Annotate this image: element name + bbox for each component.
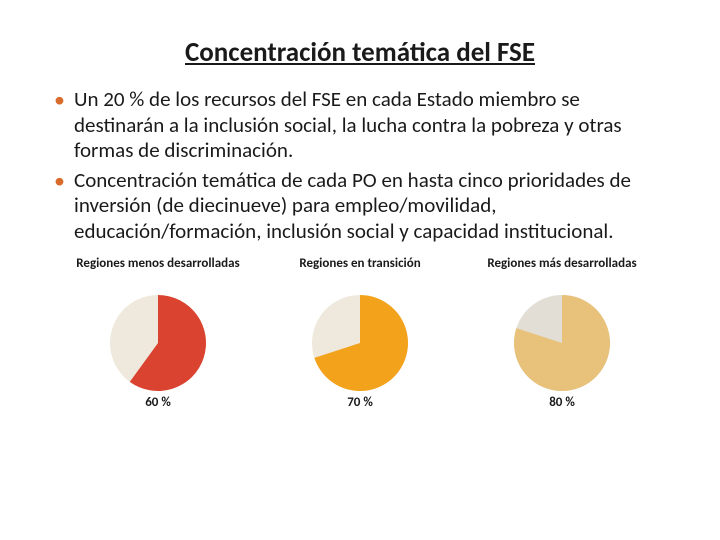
chart-block-less-developed: Regiones menos desarrolladas 60 % xyxy=(68,257,248,410)
slide-title: Concentración temática del FSE xyxy=(48,36,672,69)
percent-label: 60 % xyxy=(145,395,171,410)
chart-block-transition: Regiones en transición 70 % xyxy=(270,257,450,410)
chart-label: Regiones más desarrolladas xyxy=(487,257,636,287)
bullet-item: Concentración temática de cada PO en has… xyxy=(74,168,672,245)
chart-label: Regiones menos desarrolladas xyxy=(76,257,239,287)
pie-chart xyxy=(312,295,408,391)
chart-block-more-developed: Regiones más desarrolladas 80 % xyxy=(472,257,652,410)
bullet-list: Un 20 % de los recursos del FSE en cada … xyxy=(48,87,672,245)
charts-row: Regiones menos desarrolladas 60 % Region… xyxy=(48,257,672,410)
pie-chart xyxy=(110,295,206,391)
pie-chart xyxy=(514,295,610,391)
percent-label: 70 % xyxy=(347,395,373,410)
chart-label: Regiones en transición xyxy=(299,257,420,287)
slide: Concentración temática del FSE Un 20 % d… xyxy=(0,0,720,540)
bullet-item: Un 20 % de los recursos del FSE en cada … xyxy=(74,87,672,164)
percent-label: 80 % xyxy=(549,395,575,410)
